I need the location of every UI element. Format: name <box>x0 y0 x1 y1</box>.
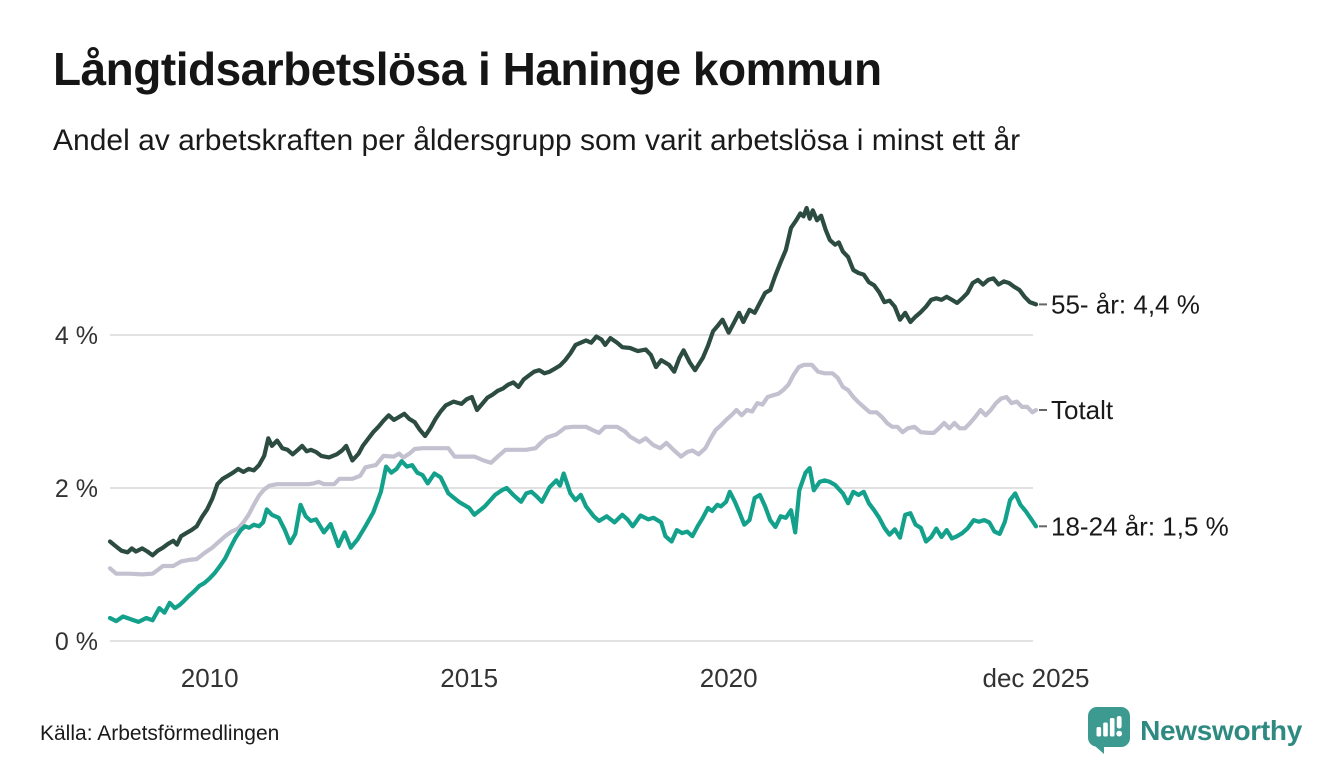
bar-3 <box>1109 718 1115 737</box>
bar-1 <box>1096 727 1102 737</box>
series-line-age_18_24 <box>107 459 1039 625</box>
exclamation-bar <box>1116 716 1122 729</box>
exclamation-dot <box>1116 730 1123 737</box>
chart-subtitle: Andel av arbetskraften per åldersgrupp s… <box>53 124 1021 157</box>
series-end-label-age_18_24: 18-24 år: 1,5 % <box>1051 511 1229 541</box>
chart-title: Långtidsarbetslösa i Haninge kommun <box>53 43 882 95</box>
series-end-label-age_55_plus: 55- år: 4,4 % <box>1051 289 1200 319</box>
newsworthy-logo[interactable]: Newsworthy <box>1087 706 1302 755</box>
x-tick-label: 2010 <box>181 663 239 693</box>
x-tick-label: 2020 <box>700 663 758 693</box>
series-end-label-total: Totalt <box>1051 395 1114 425</box>
source-note: Källa: Arbetsförmedlingen <box>40 722 280 745</box>
x-tick-label: 2015 <box>440 663 498 693</box>
newsworthy-icon <box>1088 707 1131 754</box>
y-tick-label: 0 % <box>55 628 98 656</box>
series-line-total <box>107 362 1039 577</box>
y-tick-label: 2 % <box>55 475 98 503</box>
bar-2 <box>1103 722 1108 737</box>
x-tick-label: dec 2025 <box>983 663 1090 693</box>
series-line-age_55_plus <box>107 205 1039 558</box>
brand-wordmark: Newsworthy <box>1140 714 1302 746</box>
speech-bubble-shape <box>1088 707 1131 754</box>
y-tick-label: 4 % <box>55 322 98 350</box>
